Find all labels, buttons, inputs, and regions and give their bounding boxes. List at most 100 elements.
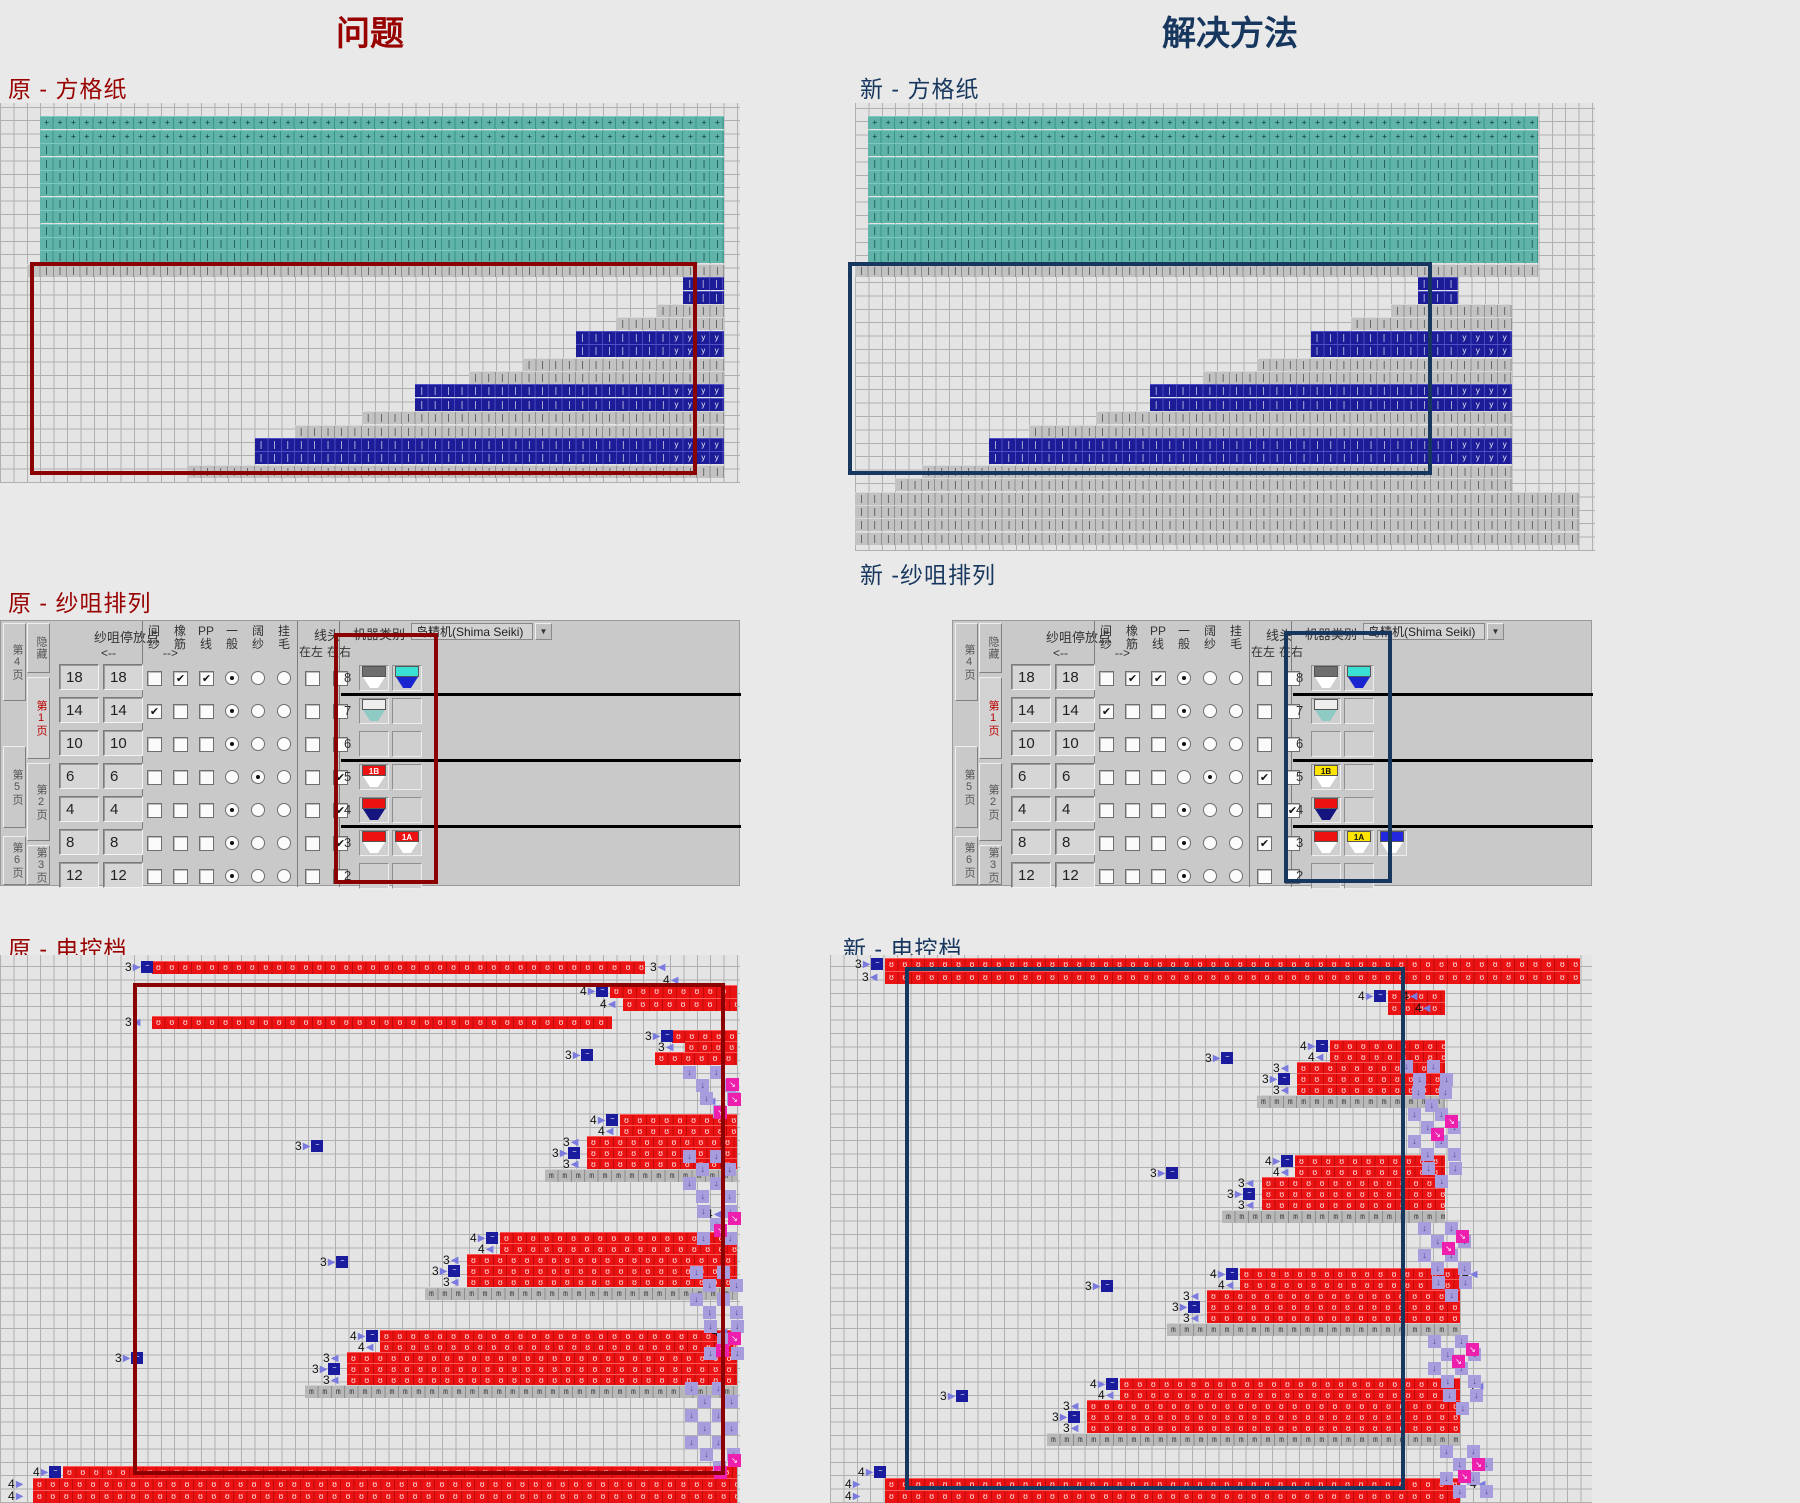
yarn-type-checkbox[interactable]: ✔: [199, 671, 214, 686]
yarn-type-checkbox[interactable]: [173, 737, 188, 752]
carrier-slot[interactable]: [359, 863, 389, 889]
yarn-type-radio[interactable]: [251, 737, 265, 751]
stop-point-from-input[interactable]: 6: [59, 763, 99, 789]
stop-point-from-input[interactable]: 12: [59, 862, 99, 888]
yarn-type-checkbox[interactable]: ✔: [173, 671, 188, 686]
yarn-type-checkbox[interactable]: [147, 737, 162, 752]
yarn-type-radio[interactable]: [1203, 869, 1217, 883]
yarn-type-radio[interactable]: [251, 869, 265, 883]
yarn-type-radio[interactable]: [1177, 836, 1191, 850]
yarn-type-radio[interactable]: [251, 803, 265, 817]
yarn-type-checkbox[interactable]: ✔: [1099, 704, 1114, 719]
stop-point-to-input[interactable]: 6: [1055, 763, 1095, 789]
carrier-slot[interactable]: [1311, 830, 1341, 856]
yarn-type-radio[interactable]: [225, 704, 239, 718]
dropdown-arrow-icon[interactable]: ▼: [535, 623, 552, 640]
yarn-type-radio[interactable]: [1177, 737, 1191, 751]
thread-end-checkbox[interactable]: ✔: [1257, 770, 1272, 785]
yarn-type-radio[interactable]: [1203, 836, 1217, 850]
yarn-type-radio[interactable]: [1229, 737, 1243, 751]
yarn-type-checkbox[interactable]: [173, 869, 188, 884]
carrier-slot[interactable]: [1377, 830, 1407, 856]
stop-point-to-input[interactable]: 6: [103, 763, 143, 789]
stop-point-from-input[interactable]: 14: [1011, 697, 1051, 723]
yarn-type-checkbox[interactable]: [147, 770, 162, 785]
stop-point-to-input[interactable]: 18: [1055, 664, 1095, 690]
stop-point-to-input[interactable]: 8: [103, 829, 143, 855]
stop-point-to-input[interactable]: 10: [1055, 730, 1095, 756]
stop-point-to-input[interactable]: 18: [103, 664, 143, 690]
stop-point-to-input[interactable]: 12: [1055, 862, 1095, 888]
page-tab-第3页[interactable]: 第3页: [27, 845, 50, 885]
carrier-slot[interactable]: 1A: [1344, 830, 1374, 856]
carrier-slot[interactable]: [1311, 797, 1341, 823]
yarn-type-checkbox[interactable]: [1099, 737, 1114, 752]
yarn-type-radio[interactable]: [251, 704, 265, 718]
yarn-type-checkbox[interactable]: ✔: [1151, 671, 1166, 686]
thread-end-checkbox[interactable]: [1257, 869, 1272, 884]
yarn-type-checkbox[interactable]: [1151, 704, 1166, 719]
yarn-type-radio[interactable]: [225, 671, 239, 685]
yarn-type-radio[interactable]: [1203, 737, 1217, 751]
yarn-type-radio[interactable]: [1177, 803, 1191, 817]
stop-point-from-input[interactable]: 14: [59, 697, 99, 723]
yarn-type-checkbox[interactable]: [147, 671, 162, 686]
yarn-type-checkbox[interactable]: [199, 836, 214, 851]
pattern-grid-original[interactable]: ++++++++++++++++++++++++++++++++++++++++…: [0, 103, 740, 483]
stop-point-to-input[interactable]: 14: [103, 697, 143, 723]
carrier-slot[interactable]: [359, 731, 389, 757]
carrier-slot[interactable]: [359, 830, 389, 856]
yarn-type-radio[interactable]: [1229, 836, 1243, 850]
thread-end-checkbox[interactable]: [1257, 704, 1272, 719]
yarn-type-checkbox[interactable]: [1099, 671, 1114, 686]
yarn-type-checkbox[interactable]: ✔: [147, 704, 162, 719]
yarn-type-radio[interactable]: [277, 671, 291, 685]
yarn-type-checkbox[interactable]: [173, 704, 188, 719]
stop-point-from-input[interactable]: 10: [1011, 730, 1051, 756]
carrier-slot[interactable]: [392, 731, 422, 757]
yarn-type-checkbox[interactable]: [1099, 803, 1114, 818]
carrier-slot[interactable]: [1311, 665, 1341, 691]
thread-end-checkbox[interactable]: [305, 803, 320, 818]
thread-end-checkbox[interactable]: [305, 737, 320, 752]
thread-end-checkbox[interactable]: [305, 770, 320, 785]
yarn-type-radio[interactable]: [1177, 671, 1191, 685]
carrier-slot[interactable]: [359, 698, 389, 724]
page-tab-第4页[interactable]: 第4页: [955, 623, 978, 701]
yarn-type-checkbox[interactable]: [199, 869, 214, 884]
yarn-type-checkbox[interactable]: [147, 836, 162, 851]
carrier-slot[interactable]: [392, 764, 422, 790]
page-tab-第5页[interactable]: 第5页: [3, 746, 26, 828]
yarn-type-radio[interactable]: [277, 869, 291, 883]
carrier-slot[interactable]: [1344, 863, 1374, 889]
stop-point-from-input[interactable]: 8: [59, 829, 99, 855]
control-file-grid-new[interactable]: ʊʊʊʊʊʊʊʊʊʊʊʊʊʊʊʊʊʊʊʊʊʊʊʊʊʊʊʊʊʊʊʊʊʊʊʊʊʊʊʊ…: [830, 955, 1592, 1503]
thread-end-checkbox[interactable]: [1257, 737, 1272, 752]
yarn-type-radio[interactable]: [277, 836, 291, 850]
machine-type-dropdown[interactable]: 岛精机(Shima Seiki): [411, 623, 533, 640]
stop-point-from-input[interactable]: 4: [1011, 796, 1051, 822]
yarn-type-radio[interactable]: [251, 770, 265, 784]
yarn-type-checkbox[interactable]: [199, 803, 214, 818]
yarn-type-radio[interactable]: [277, 770, 291, 784]
stop-point-from-input[interactable]: 8: [1011, 829, 1051, 855]
yarn-type-checkbox[interactable]: [1099, 836, 1114, 851]
stop-point-to-input[interactable]: 4: [1055, 796, 1095, 822]
yarn-type-radio[interactable]: [277, 737, 291, 751]
carrier-slot[interactable]: [392, 863, 422, 889]
yarn-type-checkbox[interactable]: [1125, 704, 1140, 719]
carrier-slot[interactable]: [1311, 863, 1341, 889]
yarn-type-checkbox[interactable]: [173, 770, 188, 785]
yarn-type-radio[interactable]: [1203, 704, 1217, 718]
yarn-type-checkbox[interactable]: [1099, 770, 1114, 785]
yarn-type-radio[interactable]: [1229, 770, 1243, 784]
dropdown-arrow-icon[interactable]: ▼: [1487, 623, 1504, 640]
page-tab-第2页[interactable]: 第2页: [27, 763, 50, 841]
carrier-slot[interactable]: 1B: [1311, 764, 1341, 790]
yarn-type-checkbox[interactable]: [1125, 869, 1140, 884]
yarn-type-checkbox[interactable]: [1151, 803, 1166, 818]
yarn-type-checkbox[interactable]: [173, 803, 188, 818]
yarn-type-radio[interactable]: [225, 770, 239, 784]
yarn-type-radio[interactable]: [1177, 704, 1191, 718]
carrier-slot[interactable]: 1B: [359, 764, 389, 790]
